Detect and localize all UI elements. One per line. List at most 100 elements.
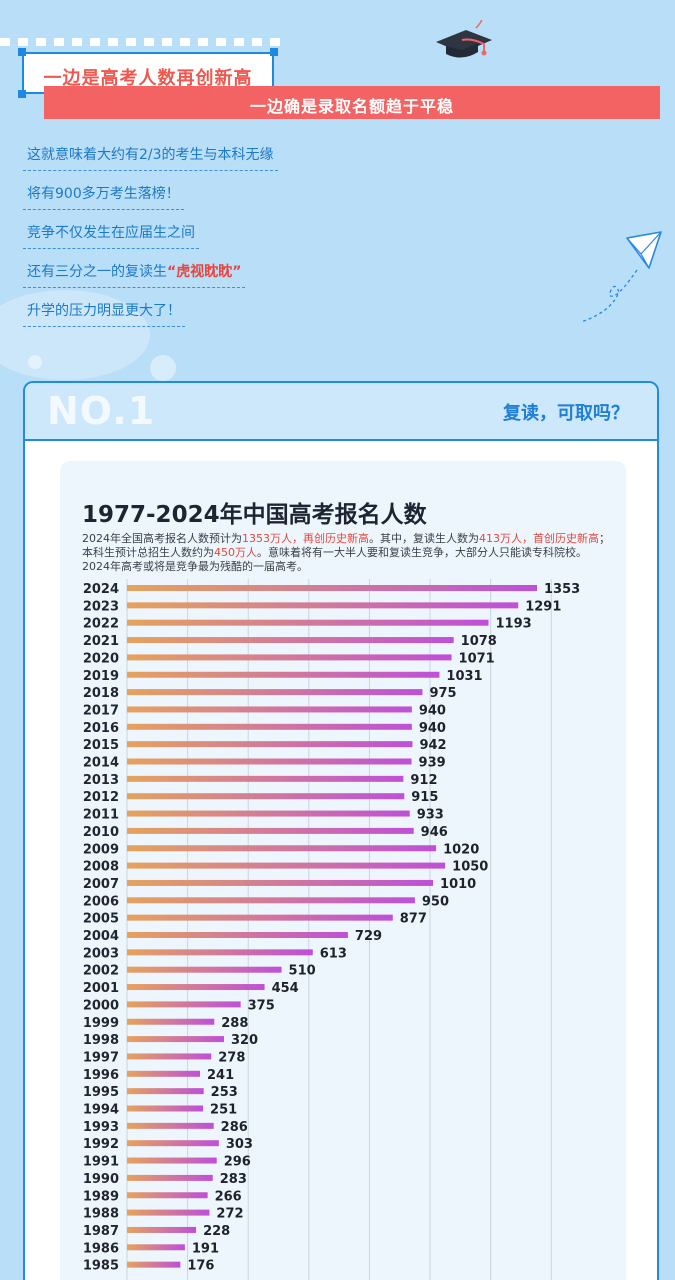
bar (127, 706, 412, 713)
bar (127, 879, 434, 886)
year-tick-label: 1993 (83, 1120, 119, 1135)
bar-value-label: 939 (419, 756, 446, 771)
bar-value-label: 613 (320, 946, 347, 961)
year-tick-label: 2008 (83, 860, 119, 875)
bar-value-label: 288 (221, 1016, 248, 1031)
bar (127, 845, 437, 852)
bar-value-label: 915 (411, 790, 438, 805)
bar-value-label: 283 (220, 1172, 247, 1187)
bar (127, 949, 313, 956)
bar-value-label: 303 (226, 1137, 253, 1152)
year-tick-label: 2006 (83, 894, 119, 909)
bar-value-label: 942 (419, 738, 446, 753)
bar (127, 1157, 217, 1164)
bar-value-label: 912 (410, 773, 437, 788)
year-tick-label: 1998 (83, 1033, 119, 1048)
year-tick-label: 1988 (83, 1207, 119, 1222)
card-header: NO.1 复读，可取吗？ (25, 383, 657, 441)
year-tick-label: 2009 (83, 842, 119, 857)
year-tick-label: 2013 (83, 773, 119, 788)
bar-value-label: 296 (224, 1155, 251, 1170)
bar (127, 585, 537, 591)
year-tick-label: 2001 (83, 981, 119, 996)
bg-blob (28, 355, 42, 369)
list-item: 升学的压力明显更大了！ (23, 296, 185, 327)
bar-value-label: 1010 (440, 877, 476, 892)
bar-value-label: 320 (231, 1033, 258, 1048)
bar-value-label: 253 (211, 1085, 238, 1100)
year-tick-label: 1995 (83, 1085, 119, 1100)
title-sub: 一边确是录取名额趋于平稳 (249, 97, 454, 116)
bar (127, 827, 414, 834)
list-item: 竞争不仅发生在应届生之间 (23, 218, 199, 249)
bar-value-label: 877 (400, 912, 427, 927)
bar-value-label: 251 (210, 1103, 237, 1118)
year-tick-label: 1990 (83, 1172, 119, 1187)
bar (127, 602, 519, 609)
year-tick-label: 1989 (83, 1189, 119, 1204)
bar (127, 862, 446, 869)
year-tick-label: 1999 (83, 1016, 119, 1031)
bar-value-label: 946 (421, 825, 448, 840)
bar-value-label: 940 (419, 721, 446, 736)
card-title: 复读，可取吗？ (503, 403, 629, 424)
bar (127, 1070, 201, 1077)
year-tick-label: 2020 (83, 651, 119, 666)
bar (127, 966, 282, 973)
bar-value-label: 1031 (446, 669, 482, 684)
year-tick-label: 2002 (83, 964, 119, 979)
bar-value-label: 228 (203, 1224, 230, 1239)
bar-value-label: 933 (417, 808, 444, 823)
year-tick-label: 1994 (83, 1103, 119, 1118)
content-card: NO.1 复读，可取吗？ 1977-2024年中国高考报名人数 2024年全国高… (23, 381, 659, 1280)
bar (127, 984, 265, 991)
bg-blob (0, 290, 150, 380)
bar (127, 1105, 204, 1112)
chart-description: 2024年全国高考报名人数预计为1353万人，再创历史新高。其中，复读生人数为4… (82, 532, 610, 573)
year-tick-label: 1996 (83, 1068, 119, 1083)
corner-handle (270, 48, 278, 56)
year-tick-label: 1986 (83, 1241, 119, 1256)
bar (127, 1122, 214, 1129)
chart-title: 1977-2024年中国高考报名人数 (82, 502, 427, 528)
year-tick-label: 2022 (83, 617, 119, 632)
year-tick-label: 2015 (83, 738, 119, 753)
bar (127, 793, 405, 800)
bar-value-label: 940 (419, 703, 446, 718)
bar-value-label: 176 (187, 1259, 214, 1274)
year-tick-label: 2017 (83, 703, 119, 718)
bar-value-label: 191 (192, 1241, 219, 1256)
bar-value-label: 1071 (459, 651, 495, 666)
bar-value-label: 975 (429, 686, 456, 701)
bar-value-label: 375 (248, 998, 275, 1013)
year-tick-label: 2021 (83, 634, 119, 649)
bar (127, 1261, 181, 1268)
bar-value-label: 1291 (525, 599, 561, 614)
list-item: 还有三分之一的复读生“虎视眈眈” (23, 257, 246, 288)
chart-panel: 1977-2024年中国高考报名人数 2024年全国高考报名人数预计为1353万… (60, 461, 626, 1280)
title-sub-bar: 一边确是录取名额趋于平稳 (44, 86, 660, 119)
year-tick-label: 1987 (83, 1224, 119, 1239)
dashed-decoration (0, 38, 280, 46)
bar-value-label: 454 (272, 981, 299, 996)
corner-handle (18, 48, 26, 56)
year-tick-label: 2014 (83, 756, 119, 771)
bar-value-label: 278 (218, 1050, 245, 1065)
year-tick-label: 2024 (83, 582, 119, 597)
bar (127, 775, 404, 782)
paper-plane-icon (580, 231, 662, 323)
year-tick-label: 2000 (83, 998, 119, 1013)
year-tick-label: 2016 (83, 721, 119, 736)
year-tick-label: 2005 (83, 912, 119, 927)
bar-value-label: 1020 (443, 842, 479, 857)
bar (127, 1209, 210, 1216)
bar (127, 810, 410, 817)
bar-value-label: 1353 (544, 582, 580, 597)
corner-handle (18, 90, 26, 98)
bar-value-label: 950 (422, 894, 449, 909)
bar (127, 689, 423, 696)
bar-value-label: 729 (355, 929, 382, 944)
year-tick-label: 1991 (83, 1155, 119, 1170)
title-main: 一边是高考人数再创新高 (43, 68, 253, 89)
